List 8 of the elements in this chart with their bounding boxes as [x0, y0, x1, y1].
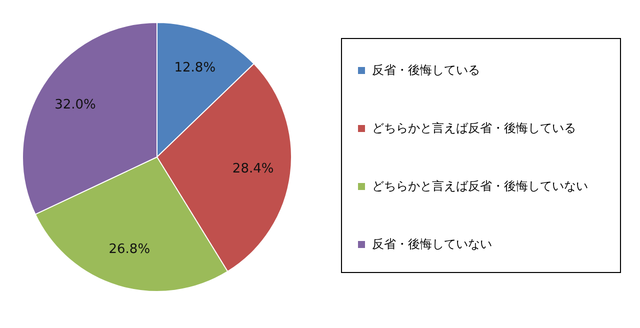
data-label: 12.8% — [174, 60, 216, 76]
legend-label: どちらかと言えば反省・後悔している — [372, 120, 576, 136]
legend-label: どちらかと言えば反省・後悔していない — [372, 178, 588, 194]
data-label: 32.0% — [54, 97, 96, 112]
legend-label: 反省・後悔している — [372, 62, 480, 78]
data-label: 28.4% — [232, 162, 274, 177]
legend-label: 反省・後悔していない — [372, 236, 492, 252]
data-label: 26.8% — [108, 242, 150, 258]
